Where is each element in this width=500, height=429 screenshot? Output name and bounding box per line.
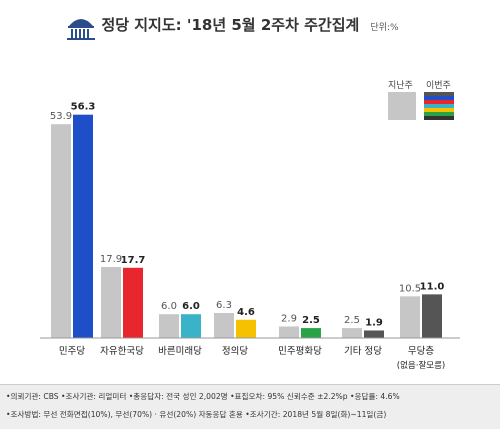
- bar-curr-3: [236, 319, 256, 338]
- legend-prev-swatch: [388, 92, 416, 120]
- category-label-3: 정의당: [222, 346, 248, 357]
- legend-swatch-red: [424, 100, 454, 104]
- bar-curr-6: [422, 294, 442, 338]
- category-label-4: 민주평화당: [278, 346, 322, 357]
- legend: 지난주 이번주: [380, 78, 464, 134]
- legend-swatch-blue: [424, 96, 454, 100]
- legend-swatch-dark: [424, 116, 454, 120]
- category-label-1: 자유한국당: [100, 346, 144, 357]
- legend-prev-label: 지난주: [388, 81, 413, 91]
- bar-curr-4: [301, 328, 321, 338]
- data-label-curr-4: 2.5: [302, 315, 320, 326]
- data-label-curr-6: 11.0: [420, 281, 445, 292]
- data-label-prev-6: 10.5: [399, 283, 421, 294]
- bar-prev-1: [101, 266, 121, 338]
- data-label-prev-2: 6.0: [161, 301, 177, 312]
- bar-prev-4: [279, 326, 299, 338]
- category-sublabel-6: (없음·잘모름): [397, 360, 445, 371]
- bar-curr-0: [73, 114, 93, 338]
- data-label-curr-2: 6.0: [182, 301, 200, 312]
- data-label-curr-3: 4.6: [237, 307, 255, 318]
- footer-line-2: •조사방법: 무선 전화면접(10%), 무선(70%) · 유선(20%) 자…: [6, 410, 387, 419]
- data-label-prev-3: 6.3: [216, 300, 232, 311]
- data-label-curr-5: 1.9: [365, 317, 383, 328]
- legend-swatch-cyan: [424, 104, 454, 108]
- bar-prev-0: [51, 124, 71, 339]
- data-label-prev-4: 2.9: [281, 313, 297, 324]
- legend-swatch-gray: [424, 92, 454, 96]
- data-label-prev-0: 53.9: [50, 111, 72, 122]
- header: 정당 지지도: '18년 5월 2주차 주간집계 단위:%: [0, 0, 500, 52]
- bar-curr-2: [181, 314, 201, 338]
- bar-prev-3: [214, 313, 234, 338]
- page-title: 정당 지지도: '18년 5월 2주차 주간집계: [101, 16, 360, 34]
- data-label-prev-1: 17.9: [100, 254, 122, 265]
- bar-prev-5: [342, 328, 362, 338]
- footer-line-1: •의뢰기관: CBS •조사기관: 리얼미터 •총응답자: 전국 성인 2,00…: [6, 392, 400, 401]
- bar-chart: 53.956.3 민주당 17.917.7 자유한국당 6.0 6.0 바른미래당 6.3 4.…: [40, 102, 460, 371]
- legend-curr-label: 이번주: [426, 81, 451, 91]
- category-label-2: 바른미래당: [158, 346, 202, 357]
- category-label-0: 민주당: [59, 346, 85, 357]
- national-assembly-icon: [67, 19, 95, 40]
- category-label-6: 무당층: [408, 346, 434, 357]
- bar-prev-6: [400, 296, 420, 338]
- data-label-curr-0: 56.3: [71, 102, 96, 113]
- unit-label: 단위:%: [370, 23, 399, 33]
- legend-swatch-green: [424, 112, 454, 116]
- category-label-5: 기타 정당: [344, 346, 382, 357]
- legend-swatches: [388, 92, 454, 120]
- data-label-prev-5: 2.5: [344, 315, 360, 326]
- legend-swatch-yellow: [424, 108, 454, 112]
- bar-prev-2: [159, 314, 179, 338]
- data-label-curr-1: 17.7: [121, 255, 146, 266]
- bar-curr-5: [364, 330, 384, 338]
- bar-curr-1: [123, 267, 143, 338]
- survey-footer: •의뢰기관: CBS •조사기관: 리얼미터 •총응답자: 전국 성인 2,00…: [0, 384, 500, 429]
